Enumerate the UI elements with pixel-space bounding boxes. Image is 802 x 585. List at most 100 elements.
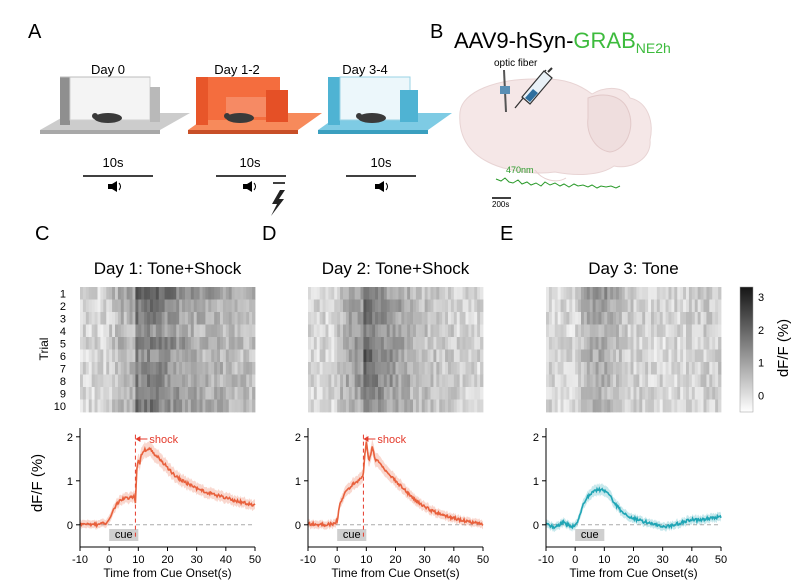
heatmap-cell [560,362,564,375]
heatmap-cell [578,349,582,363]
heatmap-cell [653,362,658,375]
heatmap-cell [155,399,160,413]
heatmap-cell [589,349,594,363]
heatmap-cell [120,324,125,338]
heatmap-cell [94,399,98,413]
heatmap-cell [231,387,235,400]
heatmap-cell [683,374,687,388]
heatmap-cell [252,374,256,388]
heatmap-cell [176,312,180,325]
heatmap-cell [360,362,364,375]
heatmap-cell [450,287,455,300]
heatmap-cell [694,349,699,363]
heatmap-cell [674,399,678,413]
heatmap-cell [598,312,602,325]
heatmap-cell [164,362,168,375]
heatmap-cell [648,324,652,338]
mean-trace [307,441,484,528]
heatmap-cell [313,312,318,325]
heatmap-cell [413,324,417,338]
heatmap-cell [85,387,90,400]
heatmap-cell [404,299,408,313]
heatmap-cell [187,374,192,388]
heatmap-cell [220,324,224,338]
heatmap-cell [671,337,675,350]
heatmap-cell [616,299,620,313]
heatmap-cell [439,312,443,325]
heatmap-cell [616,399,620,413]
heatmap-cell [566,299,570,313]
heatmap-cell [546,349,550,363]
heatmap-cell [633,324,637,338]
heatmap-cell [595,312,599,325]
heatmap-cell [651,324,655,338]
x-tick-label: 30 [191,554,203,566]
heatmap-cell [348,324,353,338]
heatmap-cell [205,399,209,413]
heatmap-cell [179,299,183,313]
heatmap-cell [589,387,594,400]
shock-label: shock [149,434,178,446]
heatmap-cell [123,337,128,350]
heatmap-cell [424,299,428,313]
heatmap-cell [328,299,332,313]
heatmap-cell [586,324,591,338]
heatmap-cell [557,312,561,325]
heatmap-cell [592,324,596,338]
heatmap-cell [636,337,640,350]
heatmap-cell [85,362,90,375]
heatmap-cell [155,387,160,400]
heatmap-cell [575,337,579,350]
heatmap-cell [211,399,215,413]
heatmap-cell [103,312,107,325]
heatmap-cell [345,374,350,388]
x-tick-label: 50 [477,554,489,566]
heatmap-cell [554,287,559,300]
heatmap-cell [126,399,130,413]
heatmap-cell [442,337,446,350]
heatmap-cell [686,337,690,350]
heatmap-cell [656,399,661,413]
heatmap-cell [337,287,341,300]
heatmap-cell [651,349,655,363]
heatmap-cell [372,337,376,350]
heatmap-cell [112,399,116,413]
heatmap-cell [677,312,681,325]
heatmap-cell [621,387,626,400]
heatmap-cell [135,337,139,350]
heatmap-cell [91,299,95,313]
heatmap-cell [340,399,344,413]
heatmap-cell [586,349,591,363]
heatmap-cell [378,387,382,400]
heatmap-cell [325,287,329,300]
heatmap-cell [598,387,602,400]
heatmap-cell [185,312,189,325]
heatmap-cell [345,324,350,338]
heatmap-cell [694,299,699,313]
heatmap-cell [360,374,364,388]
heatmap-cell [427,324,431,338]
heatmap-cell [126,374,130,388]
heatmap-cell [240,374,244,388]
heatmap-cell [706,299,710,313]
heatmap-cell [674,337,678,350]
heatmap-cell [252,324,256,338]
heatmap-cell [468,299,472,313]
heatmap-cell [161,312,165,325]
heatmap-cell [551,399,556,413]
heatmap-cell [445,324,449,338]
heatmap-cell [147,349,151,363]
heatmap-cell [430,362,434,375]
heatmap-cell [694,374,699,388]
heatmap-cell [709,387,713,400]
heatmap-cell [147,362,151,375]
heatmap-cell [598,337,602,350]
heatmap-cell [246,312,250,325]
heatmap-cell [462,299,466,313]
heatmap-cell [598,349,602,363]
heatmap-cell [340,362,344,375]
heatmap-cell [366,337,370,350]
heatmap-cell [578,299,582,313]
heatmap-cell [345,299,350,313]
